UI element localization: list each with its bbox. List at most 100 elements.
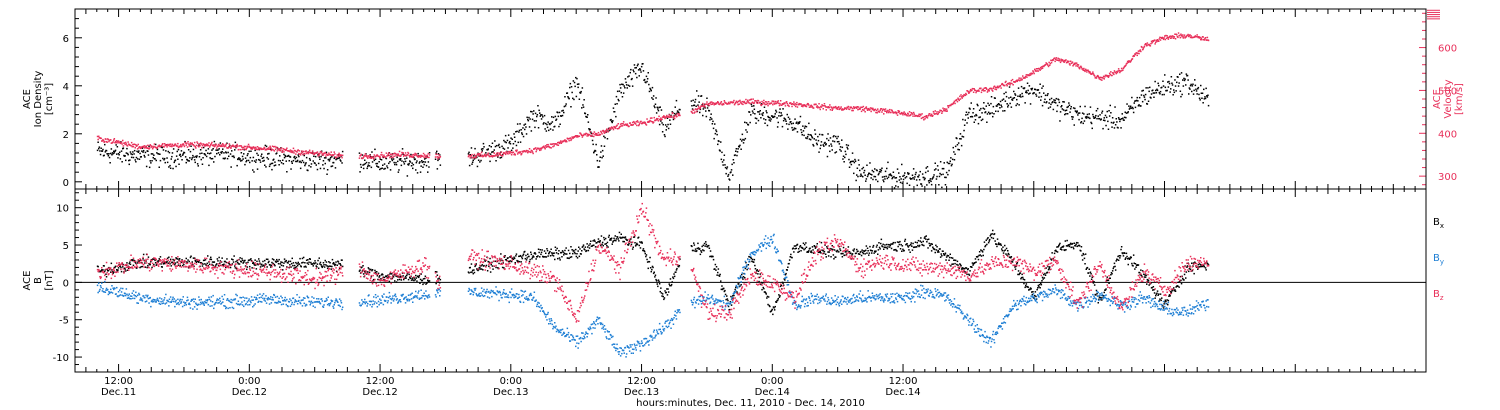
data-point [1011, 82, 1013, 85]
data-point [332, 262, 335, 264]
data-point [143, 154, 145, 157]
data-point [868, 107, 870, 110]
data-point [1064, 109, 1067, 112]
data-point [1061, 108, 1064, 110]
y-tick-label: 4 [63, 82, 69, 93]
data-point [1104, 76, 1106, 78]
data-point [1186, 74, 1189, 77]
data-point [628, 240, 631, 242]
data-point [421, 160, 423, 162]
data-point [597, 131, 600, 134]
data-point [165, 150, 167, 152]
data-point [362, 164, 364, 166]
data-point [1140, 50, 1142, 53]
data-point [601, 149, 604, 152]
data-point [863, 169, 866, 172]
data-point [1070, 106, 1072, 108]
data-point [250, 147, 252, 150]
data-point [613, 237, 615, 240]
data-point [221, 145, 223, 148]
data-point [987, 90, 989, 92]
data-point [111, 152, 114, 154]
data-point [593, 239, 596, 241]
data-point [198, 143, 201, 145]
data-point [593, 131, 596, 133]
data-point [217, 149, 219, 151]
data-point [235, 268, 238, 270]
data-point [262, 260, 264, 263]
data-point [766, 124, 769, 127]
data-point [1107, 76, 1110, 78]
data-point [558, 250, 560, 252]
data-point [851, 107, 854, 110]
data-point [546, 126, 549, 129]
data-point [271, 261, 273, 264]
data-point [993, 85, 996, 87]
data-point [409, 276, 411, 279]
data-point [693, 104, 696, 106]
data-point [775, 301, 778, 303]
data-point [301, 150, 303, 152]
data-point [102, 139, 105, 142]
data-point [1147, 87, 1149, 89]
data-point [788, 118, 791, 120]
data-point [744, 102, 747, 105]
data-point [228, 262, 230, 264]
data-point [776, 117, 778, 119]
data-point [655, 112, 658, 114]
data-point [931, 243, 933, 245]
data-point [512, 258, 515, 260]
data-point [527, 119, 530, 122]
data-point [512, 143, 515, 145]
data-point [439, 278, 442, 281]
data-point [1153, 96, 1155, 98]
data-point [1105, 74, 1108, 77]
data-point [656, 119, 658, 121]
data-point [422, 278, 425, 280]
data-point [133, 149, 136, 152]
data-point [802, 130, 805, 132]
data-point [652, 98, 654, 100]
data-point [895, 112, 898, 115]
data-point [372, 156, 374, 159]
data-point [902, 112, 905, 114]
data-point [258, 158, 260, 161]
data-point [180, 261, 183, 264]
data-point [993, 113, 995, 115]
data-point [899, 181, 902, 184]
data-point [930, 180, 932, 183]
data-point [319, 167, 322, 170]
data-point [477, 269, 479, 272]
data-point [974, 115, 976, 117]
data-point [1024, 77, 1026, 79]
data-point [1182, 85, 1185, 87]
data-point [646, 118, 648, 120]
data-point [625, 124, 628, 127]
data-point [262, 160, 264, 162]
data-point [412, 163, 415, 166]
data-point [489, 160, 491, 163]
data-point [723, 159, 725, 161]
data-point [911, 249, 914, 251]
data-point [773, 102, 775, 104]
data-point [1119, 71, 1121, 74]
data-point [280, 147, 283, 149]
data-point [237, 263, 240, 265]
data-point [881, 245, 884, 248]
data-point [364, 162, 367, 165]
data-point [1038, 68, 1041, 70]
data-point [208, 263, 211, 265]
data-point [1010, 82, 1012, 84]
data-point [557, 141, 559, 144]
data-point [790, 253, 792, 256]
data-point [820, 252, 822, 254]
data-point [572, 137, 575, 139]
data-point [589, 243, 591, 245]
data-point [788, 259, 791, 261]
data-point [436, 168, 439, 170]
data-point [578, 98, 581, 100]
data-point [675, 99, 678, 102]
data-point [1111, 74, 1113, 77]
data-point [879, 248, 881, 250]
data-point [649, 256, 651, 259]
